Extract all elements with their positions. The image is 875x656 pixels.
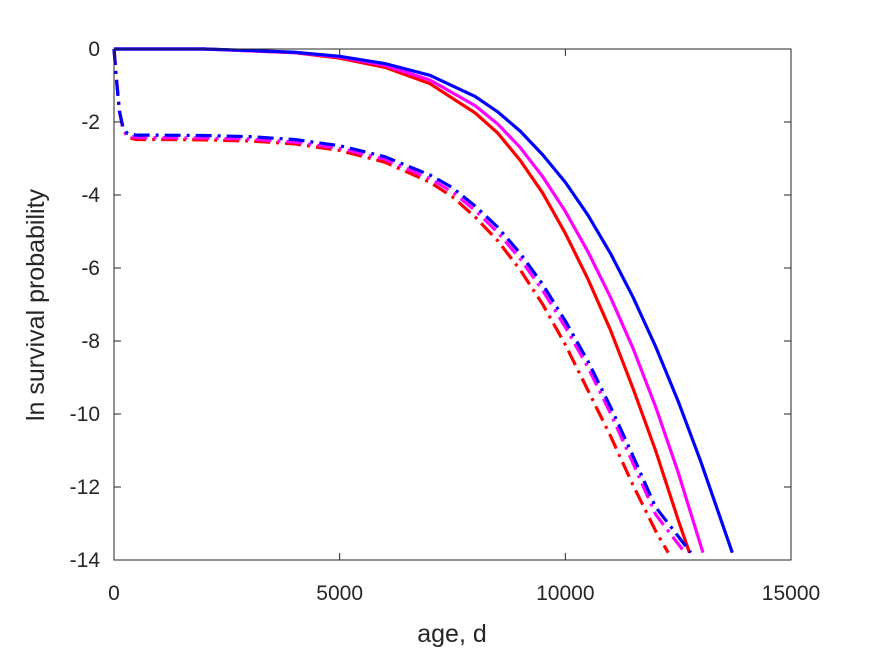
y-tick-label: -10: [70, 403, 100, 426]
y-tick-label: 0: [88, 38, 100, 61]
series-line-6-dashdot: [112, 48, 693, 554]
y-axis-title: ln survival probability: [22, 188, 50, 421]
series-line-3-solid: [114, 47, 734, 554]
y-tick-label: -14: [70, 549, 101, 572]
x-axis: 0 5000 10000 15000: [108, 49, 820, 605]
x-tick-label: 0: [108, 582, 120, 605]
x-axis-title: age, d: [417, 620, 487, 648]
plot-frame: [113, 48, 792, 561]
y-tick-label: -8: [81, 330, 100, 353]
series-layer: [112, 47, 734, 554]
series-line-4-dashdot: [112, 48, 670, 554]
x-tick-label: 10000: [536, 582, 594, 605]
x-tick-label: 5000: [316, 582, 363, 605]
y-tick-label: -12: [70, 476, 100, 499]
y-tick-label: -6: [81, 257, 100, 280]
x-tick-label: 15000: [762, 582, 820, 605]
y-tick-label: -4: [81, 184, 100, 207]
y-axis: 0 -2 -4 -6 -8 -10 -12 -14: [70, 38, 791, 572]
plot-area: [114, 49, 791, 560]
y-tick-label: -2: [81, 111, 100, 134]
